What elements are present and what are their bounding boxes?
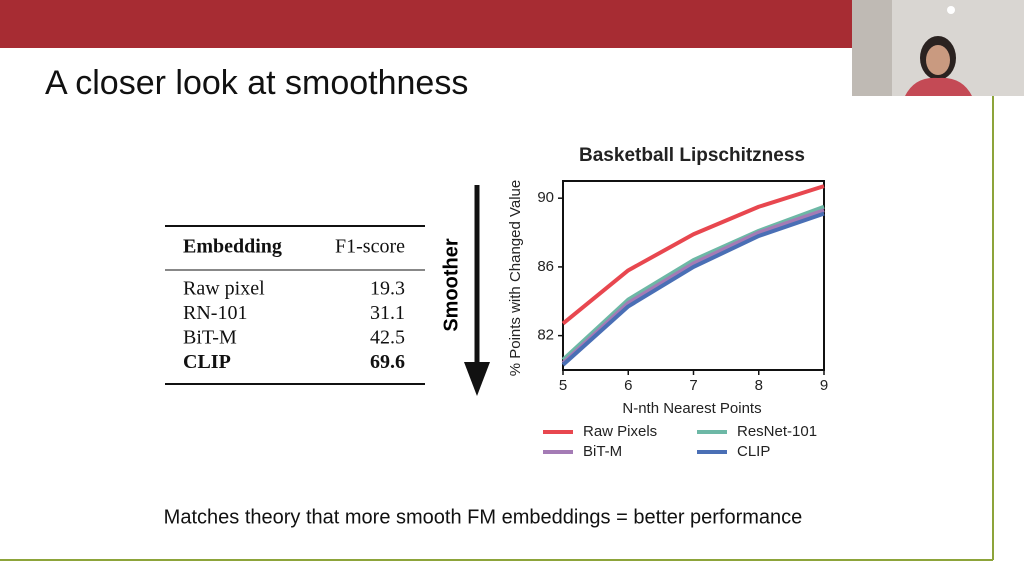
series-line xyxy=(561,211,825,367)
webcam xyxy=(852,0,1024,96)
x-tick-label: 7 xyxy=(689,377,697,394)
table-header: F1-score xyxy=(335,236,405,258)
series-line xyxy=(561,184,825,326)
table: Embedding F1-score Raw pixel 19.3 RN-101 31… xyxy=(165,225,425,385)
arrow-label: Smoother xyxy=(440,238,462,332)
table-cell: BiT-M xyxy=(183,327,237,349)
x-tick-label: 8 xyxy=(755,377,763,394)
smoother-arrow: Smoother xyxy=(440,185,490,396)
chart: Basketball Lipschitzness % Points with C… xyxy=(507,145,828,460)
arrow-head xyxy=(464,362,490,396)
y-tick-label: 86 xyxy=(537,258,554,275)
legend-label: ResNet-101 xyxy=(737,423,817,440)
table-cell: 69.6 xyxy=(370,351,405,373)
slide-title: A closer look at smoothness xyxy=(45,64,468,102)
table-cell: RN-101 xyxy=(183,302,247,324)
table-cell: Raw pixel xyxy=(183,278,265,300)
chart-title: Basketball Lipschitzness xyxy=(579,145,805,166)
x-tick-label: 5 xyxy=(559,377,567,394)
x-tick-label: 9 xyxy=(820,377,828,394)
series-line xyxy=(561,208,825,365)
legend-label: Raw Pixels xyxy=(583,423,657,440)
table-cell: 19.3 xyxy=(370,278,405,300)
y-tick-label: 82 xyxy=(537,327,554,344)
table-cell: 31.1 xyxy=(370,302,405,324)
y-tick-label: 90 xyxy=(537,189,554,206)
x-tick-label: 6 xyxy=(624,377,632,394)
table-cell: CLIP xyxy=(183,351,231,373)
table-body: Raw pixel 19.3 RN-101 31.1 BiT-M 42.5 CLIP 69.6 xyxy=(183,278,405,374)
series-line xyxy=(561,204,825,362)
x-axis-label: N-nth Nearest Points xyxy=(622,400,761,417)
legend-label: BiT-M xyxy=(583,443,622,460)
table-header: Embedding xyxy=(183,236,282,258)
caption: Matches theory that more smooth FM embed… xyxy=(164,506,803,528)
y-axis-label: % Points with Changed Value xyxy=(507,180,524,377)
legend-label: CLIP xyxy=(737,443,770,460)
table-cell: 42.5 xyxy=(370,327,405,349)
header-bar xyxy=(0,0,852,48)
